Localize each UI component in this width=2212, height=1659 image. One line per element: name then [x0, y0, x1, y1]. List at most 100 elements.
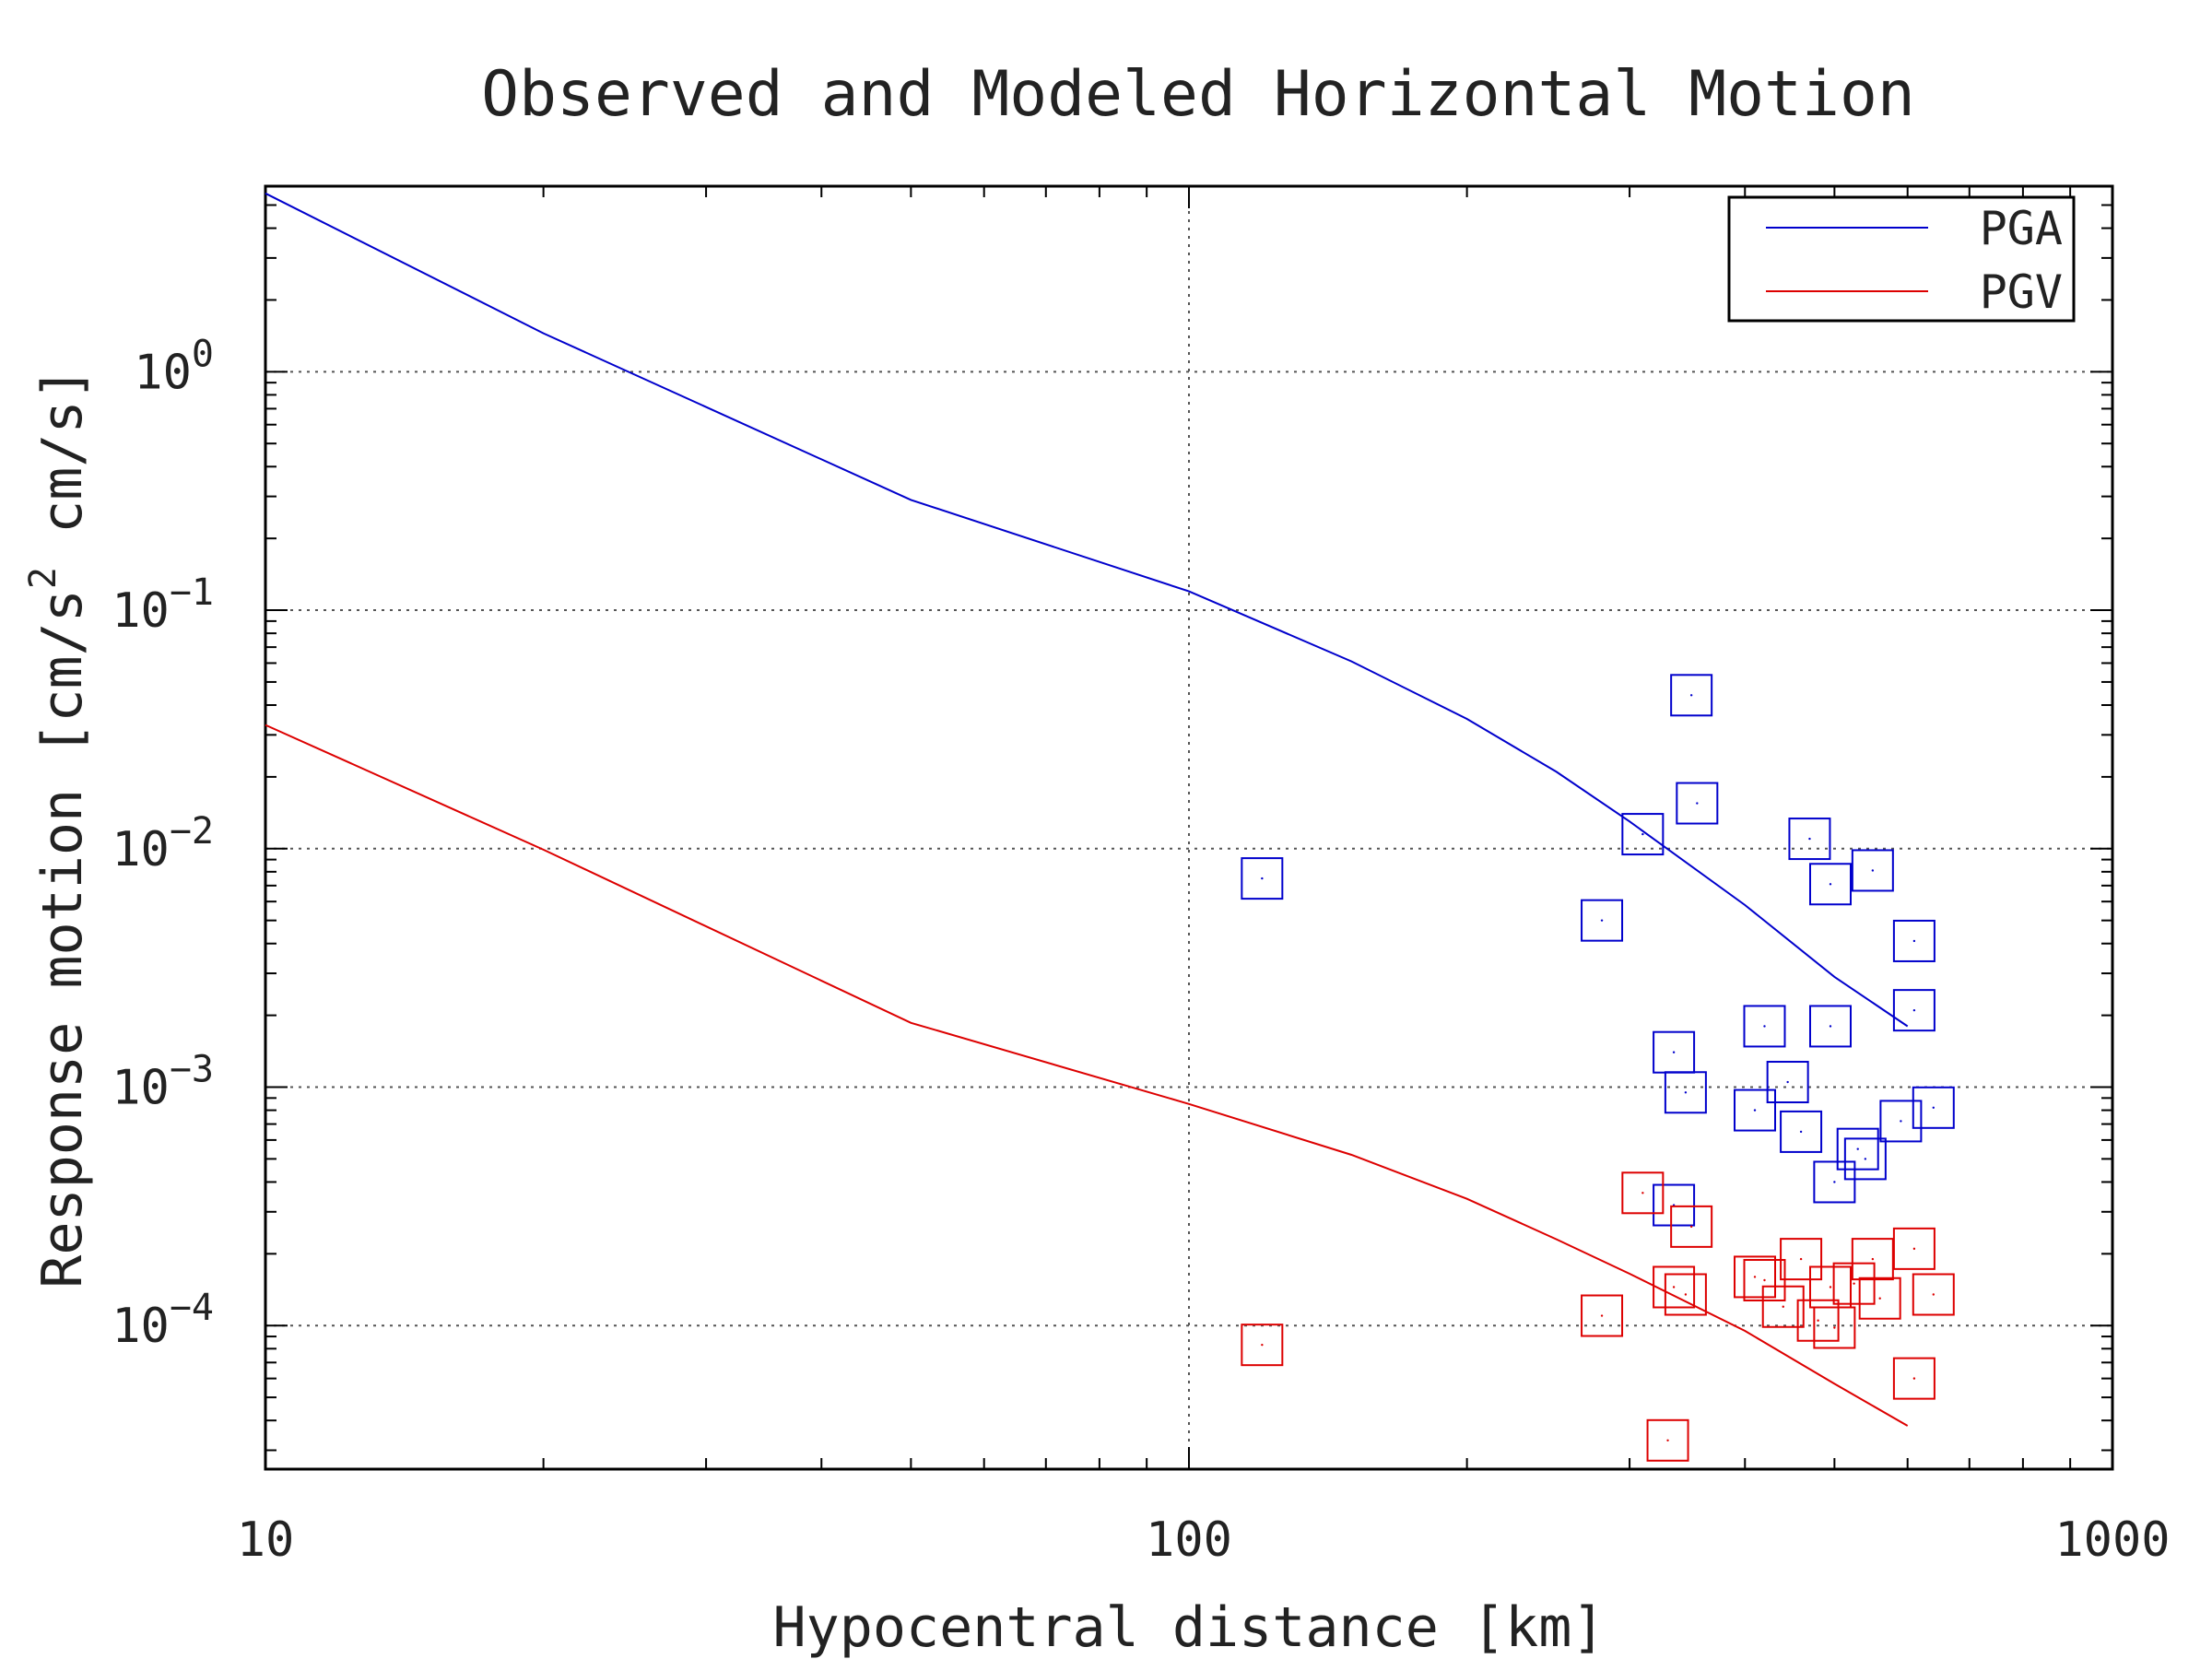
plot-area — [264, 184, 2114, 1471]
data-point-pga — [1766, 1061, 1809, 1104]
grid-lines — [265, 186, 2112, 1469]
data-point-pga — [1581, 899, 1624, 942]
data-point-dot-pga — [1689, 694, 1693, 697]
data-point-dot-pga — [1829, 883, 1832, 886]
data-point-pga — [1808, 1005, 1852, 1048]
data-point-pga — [1743, 1005, 1786, 1048]
data-point-pgv — [1892, 1227, 1936, 1270]
data-point-pgv — [1241, 1324, 1284, 1367]
data-point-pga — [1241, 857, 1284, 900]
y-tick-label: 10−3 — [112, 1049, 214, 1116]
y-tick-label: 10−2 — [112, 810, 214, 877]
y-tick-label: 10−4 — [112, 1287, 214, 1354]
data-point-pgv — [1621, 1171, 1665, 1215]
data-point-dot-pga — [1753, 1109, 1757, 1112]
data-point-dot-pgv — [1672, 1286, 1676, 1288]
x-tick-label: 1000 — [2054, 1512, 2170, 1568]
data-point-dot-pgv — [1799, 1257, 1803, 1261]
data-point-pgv — [1851, 1238, 1894, 1281]
data-point-dot-pga — [1786, 1080, 1789, 1084]
y-tick-label: 100 — [134, 333, 214, 400]
data-point-dot-pga — [1912, 939, 1916, 943]
data-point-pgv — [1664, 1273, 1707, 1316]
data-point-pgv — [1780, 1238, 1823, 1281]
chart-title: Observed and Modeled Horizontal Motion — [481, 58, 1915, 131]
data-point-dot-pgv — [1261, 1343, 1264, 1347]
data-point-dot-pgv — [1689, 1225, 1693, 1229]
data-point-pgv — [1646, 1418, 1689, 1462]
data-point-pgv — [1734, 1255, 1777, 1299]
data-point-dot-pga — [1261, 877, 1264, 880]
data-point-dot-pga — [1641, 832, 1644, 836]
data-point-pgv — [1813, 1306, 1856, 1349]
data-point-pga — [1780, 1110, 1823, 1153]
y-axis-label-exp: 2 — [22, 567, 65, 589]
data-point-pgv — [1912, 1273, 1955, 1316]
data-point-dot-pgv — [1763, 1278, 1766, 1282]
data-point-dot-pga — [1833, 1181, 1836, 1183]
y-tick-label: 10−1 — [112, 571, 214, 639]
data-point-dot-pgv — [1666, 1439, 1669, 1442]
data-point-pga — [1664, 1071, 1707, 1114]
y-axis-label: Response motion [cm/s2 cm/s] — [22, 367, 95, 1288]
data-point-pgv — [1796, 1299, 1840, 1342]
data-point-dot-pgv — [1871, 1257, 1875, 1261]
data-point-pga — [1670, 674, 1713, 717]
data-point-dot-pga — [1829, 1025, 1832, 1028]
data-point-dot-pga — [1900, 1120, 1902, 1123]
data-point-dot-pgv — [1829, 1286, 1832, 1288]
data-point-pga — [1892, 919, 1936, 962]
x-tick-label: 100 — [1146, 1512, 1232, 1568]
data-point-pga — [1912, 1086, 1955, 1129]
series-pga — [265, 192, 1955, 1227]
series-line-pgv — [265, 724, 1909, 1427]
data-point-pga — [1676, 782, 1719, 825]
legend-box — [1727, 195, 2076, 323]
x-tick-label: 10 — [237, 1512, 295, 1568]
data-point-dot-pga — [1864, 1158, 1867, 1160]
data-point-pgv — [1653, 1265, 1696, 1309]
y-tick-labels: 100 10−1 10−2 10−3 10−4 — [112, 333, 214, 1354]
data-point-dot-pgv — [1817, 1319, 1819, 1322]
data-point-pga — [1621, 813, 1665, 856]
legend: PGA PGV — [1727, 195, 2076, 323]
data-point-pga — [1813, 1160, 1856, 1204]
data-point-pgv — [1892, 1357, 1936, 1400]
data-point-dot-pga — [1912, 1008, 1916, 1012]
data-point-dot-pga — [1799, 1130, 1803, 1134]
data-point-dot-pgv — [1600, 1314, 1604, 1317]
data-point-dot-pga — [1932, 1106, 1935, 1110]
data-point-pgv — [1670, 1205, 1713, 1248]
series-line-pga — [265, 192, 1909, 1028]
data-point-pga — [1734, 1088, 1777, 1132]
data-point-pga — [1879, 1100, 1923, 1143]
data-point-pga — [1653, 1183, 1696, 1227]
y-axis-label-rest: cm/s] — [30, 367, 95, 567]
data-point-pga — [1836, 1127, 1879, 1171]
data-point-dot-pgv — [1684, 1293, 1688, 1296]
data-point-pgv — [1832, 1262, 1876, 1305]
data-point-dot-pgv — [1853, 1282, 1855, 1285]
data-series — [265, 192, 1955, 1462]
data-point-pgv — [1858, 1277, 1901, 1320]
data-point-dot-pgv — [1641, 1192, 1644, 1194]
data-point-dot-pgv — [1912, 1247, 1916, 1251]
data-point-pga — [1892, 989, 1936, 1032]
plot-frame — [264, 184, 2114, 1471]
data-point-pgv — [1761, 1285, 1805, 1328]
data-point-dot-pgv — [1912, 1377, 1916, 1380]
data-point-dot-pga — [1763, 1025, 1766, 1028]
data-point-dot-pgv — [1932, 1293, 1935, 1296]
data-point-dot-pga — [1600, 919, 1604, 922]
data-point-dot-pga — [1684, 1091, 1688, 1094]
data-point-dot-pga — [1808, 837, 1811, 841]
data-point-dot-pgv — [1878, 1297, 1881, 1300]
legend-label-pga: PGA — [1980, 202, 2063, 255]
data-point-pgv — [1581, 1294, 1624, 1337]
data-point-pga — [1788, 818, 1831, 861]
data-point-pga — [1808, 863, 1852, 906]
legend-label-pgv: PGV — [1980, 265, 2063, 319]
y-axis-label-main: Response motion [cm/s — [30, 589, 95, 1288]
series-pgv — [265, 724, 1955, 1462]
